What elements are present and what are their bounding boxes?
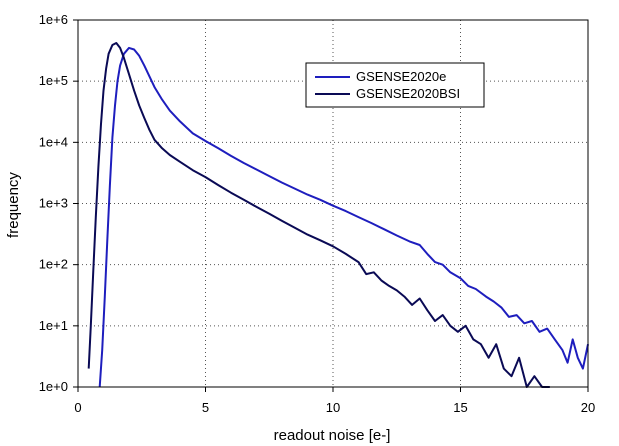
x-tick-label: 10 <box>326 400 340 415</box>
x-tick-label: 0 <box>74 400 81 415</box>
y-tick-label: 1e+4 <box>39 134 68 149</box>
x-tick-label: 5 <box>202 400 209 415</box>
series-line-1 <box>98 46 589 388</box>
grid <box>78 20 588 387</box>
legend: GSENSE2020e GSENSE2020BSI <box>305 62 485 108</box>
series-line-2 <box>87 42 550 388</box>
legend-label-series-2: GSENSE2020BSI <box>356 86 460 101</box>
ticks: 0 5 10 15 20 1e+0 1e+1 1e+2 1e+3 1e+4 1e+5 1e+6 <box>39 12 596 415</box>
y-tick-label: 1e+0 <box>39 379 68 394</box>
x-axis-label: readout noise [e-] <box>274 427 391 444</box>
series-layer <box>87 42 589 388</box>
y-tick-label: 1e+6 <box>39 12 68 27</box>
x-tick-label: 20 <box>581 400 595 415</box>
y-axis-label: frequency <box>5 172 22 238</box>
y-tick-label: 1e+2 <box>39 257 68 272</box>
legend-box <box>305 62 485 108</box>
y-tick-label: 1e+5 <box>39 73 68 88</box>
y-tick-label: 1e+3 <box>39 196 68 211</box>
x-tick-label: 15 <box>453 400 467 415</box>
legend-label-series-1: GSENSE2020e <box>356 69 446 84</box>
y-tick-label: 1e+1 <box>39 318 68 333</box>
